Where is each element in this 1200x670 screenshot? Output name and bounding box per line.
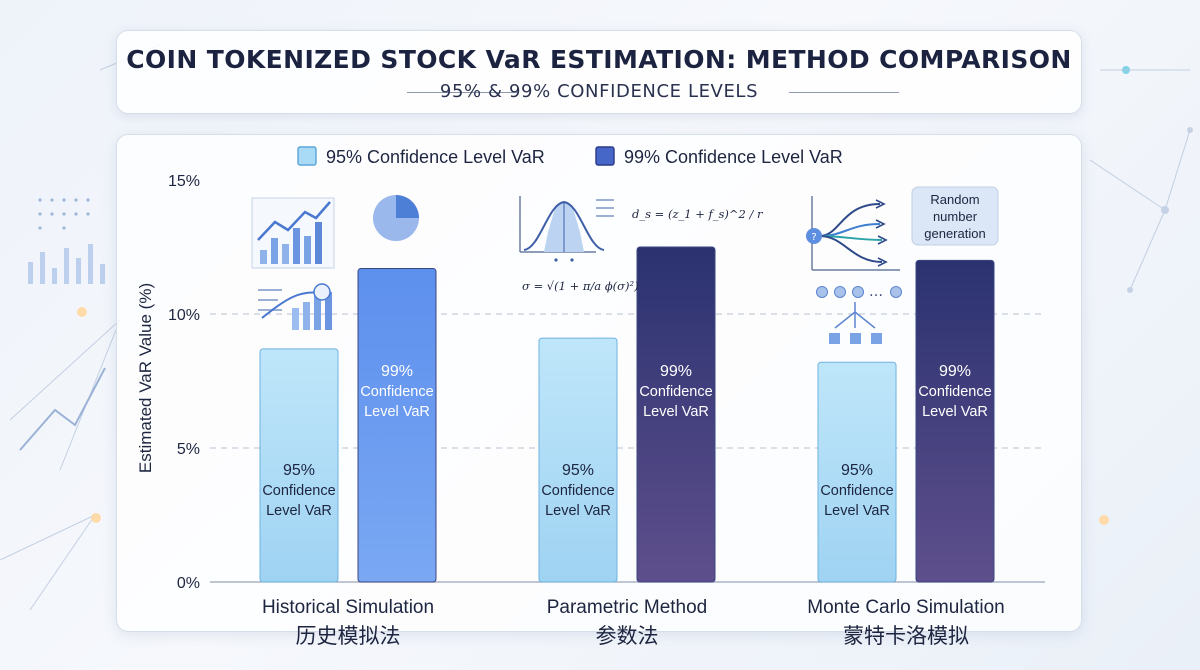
branching-paths-icon: ? bbox=[806, 196, 900, 271]
y-axis: 0% 5% 10% 15% bbox=[168, 173, 1045, 592]
category-label-zh: 参数法 bbox=[596, 624, 659, 648]
legend-label-99: 99% Confidence Level VaR bbox=[624, 147, 843, 167]
random-box-line-3: generation bbox=[924, 226, 985, 241]
category-label-en: Historical Simulation bbox=[262, 597, 434, 618]
bar-data-label: Level VaR bbox=[643, 404, 709, 420]
y-tick-label: 10% bbox=[168, 307, 200, 324]
bar-labels: 95% Confidence Level VaR 99% Confidence Level… bbox=[262, 363, 991, 519]
bar-data-label: Level VaR bbox=[824, 503, 890, 519]
right-node-decoration bbox=[1127, 127, 1193, 293]
category-labels: Historical Simulation 历史模拟法 Parametric Met… bbox=[262, 597, 1005, 648]
bar-data-label: Confidence bbox=[639, 384, 712, 400]
legend-swatch-95 bbox=[297, 146, 317, 166]
left-dot-grid-decoration bbox=[38, 198, 90, 230]
legend-label-95: 95% Confidence Level VaR bbox=[326, 147, 545, 167]
bar-95-0 bbox=[259, 348, 339, 583]
bar-95-2 bbox=[817, 361, 897, 583]
random-box-line-2: number bbox=[933, 209, 978, 224]
y-axis-label: Estimated VaR Value (%) bbox=[136, 283, 155, 473]
nodes-tree-icon bbox=[816, 286, 902, 344]
parametric-formula-1: d_s = (z_1 + f_s)^2 / r bbox=[632, 207, 764, 221]
y-tick-label: 5% bbox=[177, 441, 200, 458]
montecarlo-dots: … bbox=[869, 284, 883, 300]
glow-dot bbox=[77, 307, 87, 317]
category-label-zh: 蒙特卡洛模拟 bbox=[843, 624, 969, 648]
line-bar-chart-icon bbox=[258, 283, 332, 330]
bar-data-label: Level VaR bbox=[266, 503, 332, 519]
subtitle-rule-left bbox=[407, 92, 517, 93]
bell-curve-icon bbox=[519, 196, 605, 262]
parametric-formula-2: σ = √(1 + π/a ϕ(σ)²) bbox=[522, 279, 639, 293]
bar-chart-trend-icon bbox=[251, 197, 335, 269]
random-box-line-1: Random bbox=[930, 192, 979, 207]
random-number-box: Random number generation bbox=[911, 186, 999, 246]
category-label-en: Parametric Method bbox=[547, 597, 708, 618]
bar-99-0 bbox=[357, 267, 437, 583]
pie-chart-icon bbox=[373, 195, 419, 241]
category-label-en: Monte Carlo Simulation bbox=[807, 597, 1004, 618]
left-trend-arrow-decoration bbox=[19, 367, 106, 451]
chart-title: COIN TOKENIZED STOCK VaR ESTIMATION: MET… bbox=[126, 45, 1072, 74]
bar-95-1 bbox=[538, 337, 618, 583]
bar-data-label: 99% bbox=[381, 363, 413, 380]
bar-data-label: Level VaR bbox=[922, 404, 988, 420]
bar-data-label: 95% bbox=[562, 462, 594, 479]
glow-dot bbox=[1099, 515, 1109, 525]
bar-data-label: 99% bbox=[939, 363, 971, 380]
bar-data-label: Confidence bbox=[918, 384, 991, 400]
bar-data-label: 95% bbox=[283, 462, 315, 479]
chart-subtitle: 95% & 99% CONFIDENCE LEVELS bbox=[439, 81, 759, 102]
legend: 95% Confidence Level VaR 99% Confidence … bbox=[297, 146, 843, 167]
y-tick-label: 0% bbox=[177, 575, 200, 592]
list-icon bbox=[596, 199, 614, 217]
y-tick-label: 15% bbox=[168, 173, 200, 190]
bar-data-label: Level VaR bbox=[364, 404, 430, 420]
legend-swatch-99 bbox=[595, 146, 615, 166]
bar-99-2 bbox=[915, 259, 995, 583]
category-label-zh: 历史模拟法 bbox=[296, 624, 401, 648]
bars bbox=[259, 246, 995, 583]
title-card: COIN TOKENIZED STOCK VaR ESTIMATION: MET… bbox=[116, 30, 1082, 114]
bar-data-label: Confidence bbox=[262, 483, 335, 499]
bar-data-label: Confidence bbox=[541, 483, 614, 499]
bar-data-label: Level VaR bbox=[545, 503, 611, 519]
subtitle-rule-right bbox=[789, 92, 899, 93]
glow-dot bbox=[91, 513, 101, 523]
bar-data-label: Confidence bbox=[820, 483, 893, 499]
right-network-decoration bbox=[1089, 69, 1191, 291]
bar-99-1 bbox=[636, 246, 716, 583]
bar-data-label: Confidence bbox=[360, 384, 433, 400]
left-bar-decoration bbox=[28, 244, 105, 284]
bar-data-label: 95% bbox=[841, 462, 873, 479]
bar-data-label: 99% bbox=[660, 363, 692, 380]
svg-text:?: ? bbox=[811, 232, 816, 243]
